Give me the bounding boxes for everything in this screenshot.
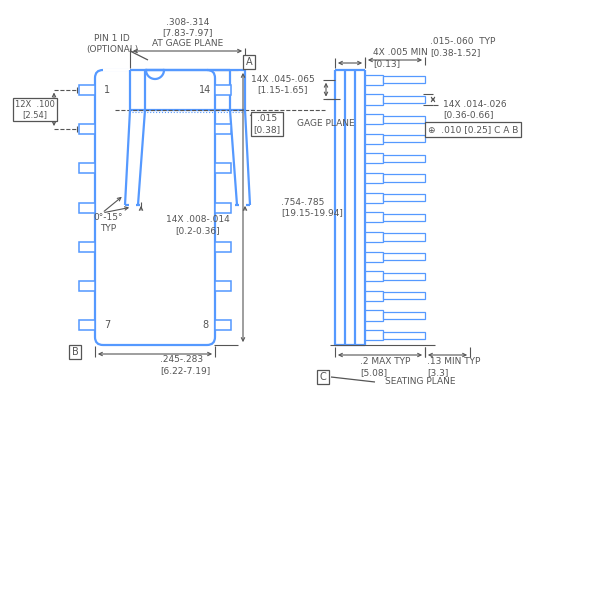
- Bar: [365, 232, 383, 242]
- Bar: [365, 94, 383, 104]
- FancyBboxPatch shape: [215, 242, 231, 252]
- Text: 8: 8: [202, 320, 208, 331]
- Bar: [383, 292, 425, 299]
- Bar: [365, 193, 383, 203]
- Text: .754-.785
[19.15-19.94]: .754-.785 [19.15-19.94]: [281, 198, 343, 217]
- Bar: [383, 135, 425, 142]
- FancyBboxPatch shape: [215, 320, 231, 331]
- Bar: [383, 332, 425, 339]
- Bar: [365, 153, 383, 163]
- Text: .015
[0.38]: .015 [0.38]: [253, 114, 281, 134]
- FancyBboxPatch shape: [79, 242, 95, 252]
- Bar: [383, 214, 425, 221]
- FancyBboxPatch shape: [79, 124, 95, 134]
- Bar: [383, 194, 425, 201]
- Bar: [365, 134, 383, 144]
- FancyBboxPatch shape: [79, 281, 95, 291]
- Text: 4X .005 MIN
[0.13]: 4X .005 MIN [0.13]: [373, 48, 428, 68]
- FancyBboxPatch shape: [215, 124, 231, 134]
- Bar: [383, 76, 425, 83]
- Text: B: B: [72, 347, 78, 357]
- Text: GAGE PLANE: GAGE PLANE: [297, 119, 355, 128]
- Text: SEATING PLANE: SEATING PLANE: [385, 377, 456, 386]
- Bar: [365, 75, 383, 85]
- Bar: [365, 330, 383, 340]
- Bar: [383, 116, 425, 122]
- Text: 1: 1: [104, 85, 110, 95]
- FancyBboxPatch shape: [95, 70, 215, 345]
- Text: 14X .045-.065
[1.15-1.65]: 14X .045-.065 [1.15-1.65]: [251, 75, 315, 94]
- Bar: [365, 212, 383, 223]
- Text: 0°-15°
TYP: 0°-15° TYP: [93, 213, 123, 233]
- Bar: [365, 291, 383, 301]
- Bar: [383, 96, 425, 103]
- Text: 12X  .100
[2.54]: 12X .100 [2.54]: [15, 100, 55, 119]
- FancyBboxPatch shape: [79, 202, 95, 212]
- Text: 7: 7: [104, 320, 110, 331]
- FancyBboxPatch shape: [215, 85, 231, 95]
- FancyBboxPatch shape: [215, 281, 231, 291]
- Text: .13 MIN TYP
[3.3]: .13 MIN TYP [3.3]: [427, 357, 481, 377]
- Bar: [383, 233, 425, 241]
- Bar: [383, 312, 425, 319]
- Bar: [365, 251, 383, 262]
- Bar: [365, 271, 383, 281]
- FancyBboxPatch shape: [79, 320, 95, 331]
- Bar: [365, 173, 383, 183]
- Bar: [383, 175, 425, 182]
- Bar: [365, 310, 383, 320]
- Text: 14X .014-.026
[0.36-0.66]: 14X .014-.026 [0.36-0.66]: [443, 100, 507, 119]
- Text: PIN 1 ID
(OPTIONAL): PIN 1 ID (OPTIONAL): [86, 34, 138, 54]
- FancyBboxPatch shape: [215, 163, 231, 173]
- Text: C: C: [319, 372, 327, 382]
- FancyBboxPatch shape: [79, 163, 95, 173]
- Bar: [383, 253, 425, 260]
- Text: ⊕  .010 [0.25] C A B: ⊕ .010 [0.25] C A B: [428, 125, 518, 134]
- Text: .308-.314
[7.83-7.97]
AT GAGE PLANE: .308-.314 [7.83-7.97] AT GAGE PLANE: [152, 18, 223, 48]
- Text: A: A: [245, 57, 252, 67]
- Text: 14X .008-.014
[0.2-0.36]: 14X .008-.014 [0.2-0.36]: [165, 215, 230, 235]
- Text: .015-.060  TYP
[0.38-1.52]: .015-.060 TYP [0.38-1.52]: [430, 37, 495, 57]
- FancyBboxPatch shape: [79, 85, 95, 95]
- Bar: [383, 155, 425, 162]
- Text: 14: 14: [199, 85, 211, 95]
- FancyBboxPatch shape: [215, 202, 231, 212]
- Text: .2 MAX TYP
[5.08]: .2 MAX TYP [5.08]: [360, 357, 410, 377]
- Bar: [365, 114, 383, 124]
- Bar: [383, 272, 425, 280]
- Text: .245-.283
[6.22-7.19]: .245-.283 [6.22-7.19]: [160, 355, 210, 374]
